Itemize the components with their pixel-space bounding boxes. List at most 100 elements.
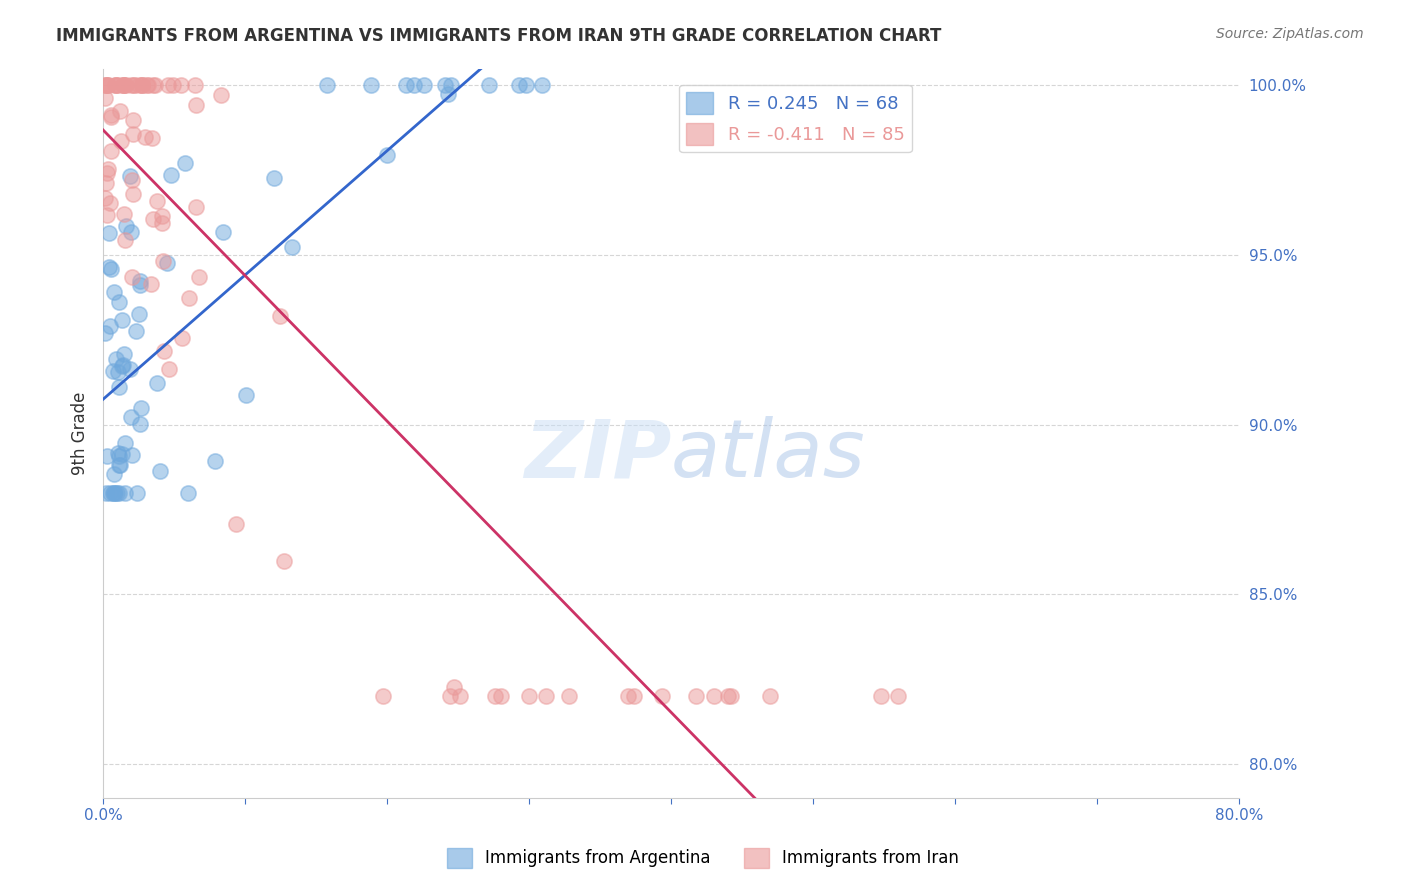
Text: atlas: atlas [671, 417, 866, 494]
Immigrants from Iran [150, 209, 173, 223]
Immigrants from Iran [143, 78, 166, 93]
Immigrants from Argentina [440, 78, 463, 93]
Immigrants from Iran [97, 78, 120, 93]
Immigrants from Argentina [281, 240, 304, 254]
Text: ZIP: ZIP [523, 417, 671, 494]
Immigrants from Iran [131, 78, 153, 93]
Immigrants from Argentina [103, 467, 125, 481]
Immigrants from Iran [111, 78, 134, 93]
Immigrants from Argentina [436, 87, 458, 101]
Immigrants from Iran [170, 78, 193, 93]
Immigrants from Iran [703, 690, 725, 704]
Immigrants from Iran [93, 191, 115, 205]
Immigrants from Iran [170, 331, 193, 345]
Immigrants from Argentina [107, 445, 129, 459]
Immigrants from Argentina [174, 156, 197, 170]
Immigrants from Iran [146, 194, 169, 209]
Immigrants from Argentina [94, 485, 117, 500]
Text: IMMIGRANTS FROM ARGENTINA VS IMMIGRANTS FROM IRAN 9TH GRADE CORRELATION CHART: IMMIGRANTS FROM ARGENTINA VS IMMIGRANTS … [56, 27, 942, 45]
Immigrants from Argentina [360, 78, 382, 93]
Immigrants from Iran [112, 78, 135, 93]
Immigrants from Iran [225, 516, 247, 531]
Immigrants from Iran [211, 87, 233, 102]
Immigrants from Iran [536, 690, 558, 704]
Immigrants from Iran [717, 690, 740, 704]
Immigrants from Iran [111, 78, 134, 93]
Immigrants from Iran [104, 78, 127, 93]
Immigrants from Iran [156, 78, 179, 93]
Immigrants from Iran [122, 128, 145, 142]
Immigrants from Iran [187, 270, 209, 285]
Immigrants from Argentina [115, 219, 138, 234]
Immigrants from Iran [558, 690, 581, 704]
Immigrants from Argentina [263, 171, 285, 186]
Immigrants from Argentina [508, 78, 530, 93]
Immigrants from Argentina [530, 78, 553, 93]
Text: Source: ZipAtlas.com: Source: ZipAtlas.com [1216, 27, 1364, 41]
Immigrants from Iran [121, 113, 143, 128]
Immigrants from Iran [720, 690, 742, 704]
Immigrants from Iran [96, 78, 118, 93]
Immigrants from Iran [685, 690, 707, 704]
Immigrants from Argentina [100, 318, 122, 333]
Immigrants from Iran [121, 173, 143, 187]
Immigrants from Argentina [129, 277, 152, 292]
Immigrants from Iran [93, 78, 115, 93]
Immigrants from Iran [443, 681, 465, 695]
Immigrants from Argentina [108, 485, 131, 500]
Immigrants from Iran [484, 690, 506, 704]
Immigrants from Iran [152, 254, 174, 268]
Immigrants from Iran [134, 129, 156, 144]
Immigrants from Iran [96, 165, 118, 179]
Immigrants from Iran [184, 78, 207, 93]
Immigrants from Iran [186, 200, 208, 214]
Immigrants from Argentina [159, 168, 181, 182]
Immigrants from Iran [489, 690, 512, 704]
Immigrants from Iran [131, 78, 153, 93]
Immigrants from Iran [269, 309, 291, 323]
Immigrants from Iran [94, 91, 117, 105]
Immigrants from Iran [121, 269, 143, 284]
Immigrants from Argentina [316, 78, 339, 93]
Immigrants from Iran [759, 690, 782, 704]
Immigrants from Argentina [105, 485, 128, 500]
Immigrants from Argentina [101, 364, 124, 378]
Immigrants from Argentina [128, 274, 150, 288]
Immigrants from Argentina [120, 361, 142, 376]
Immigrants from Iran [107, 78, 129, 93]
Immigrants from Argentina [125, 324, 148, 338]
Immigrants from Iran [131, 78, 153, 93]
Immigrants from Argentina [108, 380, 131, 394]
Immigrants from Iran [112, 78, 135, 93]
Immigrants from Iran [96, 176, 118, 190]
Immigrants from Iran [108, 103, 131, 118]
Immigrants from Argentina [212, 225, 235, 239]
Immigrants from Iran [371, 690, 394, 704]
Immigrants from Argentina [120, 409, 142, 424]
Immigrants from Iran [439, 690, 461, 704]
Immigrants from Iran [273, 554, 295, 568]
Immigrants from Iran [517, 690, 540, 704]
Immigrants from Argentina [128, 307, 150, 321]
Immigrants from Argentina [375, 148, 398, 162]
Immigrants from Argentina [515, 78, 537, 93]
Immigrants from Argentina [100, 261, 122, 276]
Immigrants from Iran [136, 78, 159, 93]
Immigrants from Argentina [96, 449, 118, 463]
Immigrants from Argentina [100, 485, 122, 500]
Immigrants from Argentina [111, 359, 134, 373]
Immigrants from Argentina [125, 485, 148, 500]
Immigrants from Argentina [107, 365, 129, 379]
Immigrants from Argentina [114, 435, 136, 450]
Immigrants from Iran [141, 131, 163, 145]
Immigrants from Argentina [97, 260, 120, 274]
Immigrants from Iran [617, 690, 640, 704]
Immigrants from Iran [142, 212, 165, 227]
Immigrants from Iran [96, 208, 118, 222]
Immigrants from Iran [98, 195, 121, 210]
Immigrants from Argentina [120, 225, 142, 239]
Legend: R = 0.245   N = 68, R = -0.411   N = 85: R = 0.245 N = 68, R = -0.411 N = 85 [679, 85, 912, 153]
Immigrants from Argentina [149, 464, 172, 478]
Immigrants from Argentina [402, 78, 425, 93]
Immigrants from Argentina [112, 347, 135, 361]
